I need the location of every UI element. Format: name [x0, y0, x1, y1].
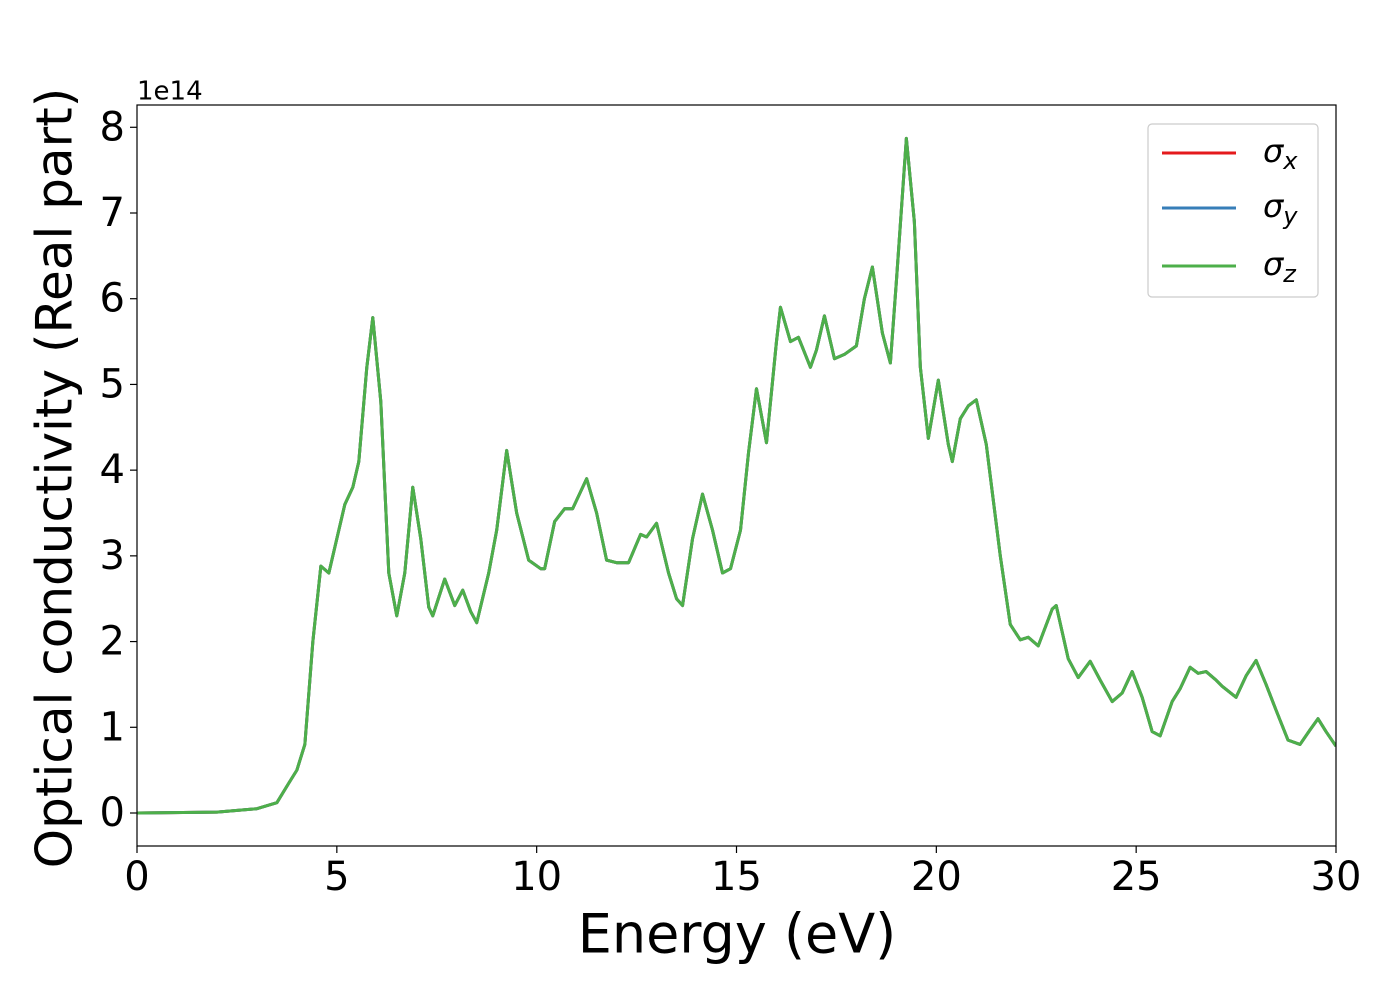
x-tick-label: 0 — [124, 854, 149, 900]
x-tick-label: 10 — [511, 854, 562, 900]
y-axis-label: Optical conductivity (Real part) — [26, 88, 84, 869]
x-tick-label: 20 — [911, 854, 962, 900]
y-tick-label: 4 — [100, 447, 125, 493]
y-tick-label: 7 — [100, 190, 125, 236]
x-tick-label: 30 — [1311, 854, 1362, 900]
y-tick-label: 1 — [100, 704, 125, 750]
y-tick-label: 5 — [100, 361, 125, 407]
x-axis-label: Energy (eV) — [578, 903, 897, 966]
y-tick-label: 2 — [100, 619, 125, 665]
y-tick-label: 3 — [100, 533, 125, 579]
legend-box — [1147, 123, 1319, 298]
series-line — [137, 136, 1336, 815]
legend-label: σy — [1263, 187, 1298, 230]
axis-offset-label: 1e14 — [137, 77, 203, 107]
x-tick-label: 25 — [1111, 854, 1162, 900]
y-tick-label: 6 — [100, 276, 125, 322]
legend-label: σz — [1263, 245, 1297, 288]
x-tick-label: 5 — [324, 854, 349, 900]
plot-frame — [136, 104, 1337, 847]
y-tick-label: 8 — [100, 104, 125, 150]
legend-label: σx — [1263, 132, 1298, 175]
x-tick-label: 15 — [711, 854, 762, 900]
y-tick-label: 0 — [100, 790, 125, 836]
